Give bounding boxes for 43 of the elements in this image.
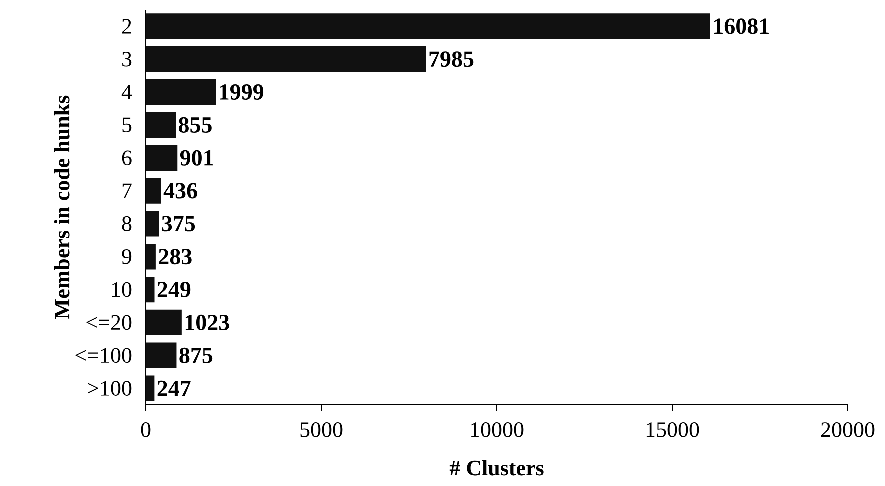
data-label: 249 xyxy=(158,282,191,298)
bar xyxy=(146,112,176,138)
bar xyxy=(146,276,155,303)
bar xyxy=(146,145,178,171)
data-label: 247 xyxy=(158,380,191,396)
data-label: 7985 xyxy=(430,52,474,68)
bar xyxy=(146,14,710,40)
y-tick-label: 3 xyxy=(122,52,132,67)
data-label: 283 xyxy=(159,249,192,265)
bar xyxy=(146,46,426,72)
data-label: 375 xyxy=(162,216,196,232)
y-tick-label: 6 xyxy=(122,150,132,166)
y-tick-label: 9 xyxy=(122,249,132,264)
x-tick-label: 10000 xyxy=(471,422,524,438)
x-tick-label: 5000 xyxy=(300,422,343,438)
bar xyxy=(146,310,182,336)
x-tick-label: 20000 xyxy=(821,422,875,438)
y-tick-label: >100 xyxy=(88,381,132,396)
y-tick-label: 4 xyxy=(122,85,132,100)
data-label: 1023 xyxy=(186,314,230,330)
y-tick-label: <=100 xyxy=(76,348,132,364)
data-label: 875 xyxy=(180,348,213,364)
bar xyxy=(146,211,160,237)
y-tick-label: 10 xyxy=(112,282,132,298)
x-axis-title: # Clusters xyxy=(450,460,544,476)
bar xyxy=(146,342,177,368)
x-tick-label: 0 xyxy=(141,422,151,438)
bar xyxy=(146,178,162,204)
data-label: 855 xyxy=(178,117,212,133)
x-tick-label: 15000 xyxy=(646,422,700,438)
y-tick-label: <=20 xyxy=(86,315,132,330)
y-tick-label: 8 xyxy=(122,216,132,232)
y-tick-label: 7 xyxy=(122,184,132,198)
data-label: 901 xyxy=(180,150,214,166)
bar xyxy=(146,376,155,402)
y-tick-label: 2 xyxy=(122,19,132,34)
data-label: 16081 xyxy=(714,18,769,34)
bar xyxy=(146,79,216,106)
data-label: 1999 xyxy=(220,84,264,100)
data-label: 436 xyxy=(164,183,198,199)
y-axis-title: Members in code hunks xyxy=(54,96,70,320)
y-tick-label: 5 xyxy=(122,118,132,133)
bar xyxy=(146,244,156,270)
